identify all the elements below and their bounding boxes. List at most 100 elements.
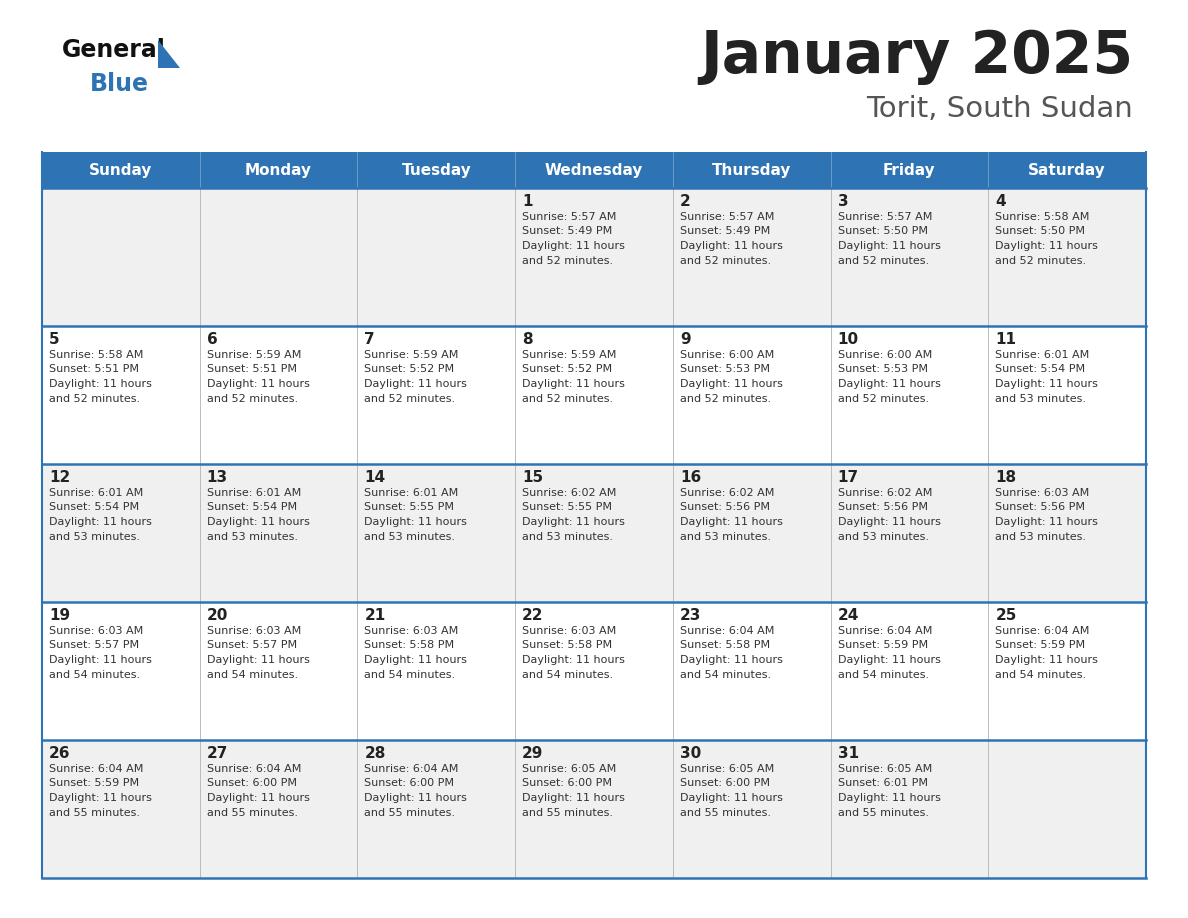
Text: Torit, South Sudan: Torit, South Sudan bbox=[866, 95, 1133, 123]
Text: Sunrise: 6:03 AM: Sunrise: 6:03 AM bbox=[207, 626, 301, 636]
Text: 5: 5 bbox=[49, 332, 59, 347]
Text: Daylight: 11 hours: Daylight: 11 hours bbox=[680, 517, 783, 527]
Bar bbox=[42, 188, 1146, 326]
Text: Friday: Friday bbox=[883, 162, 936, 177]
Text: 6: 6 bbox=[207, 332, 217, 347]
Text: and 52 minutes.: and 52 minutes. bbox=[207, 394, 298, 404]
Text: Daylight: 11 hours: Daylight: 11 hours bbox=[207, 517, 310, 527]
Text: Sunrise: 6:01 AM: Sunrise: 6:01 AM bbox=[207, 488, 301, 498]
Text: 17: 17 bbox=[838, 470, 859, 485]
Text: and 52 minutes.: and 52 minutes. bbox=[680, 255, 771, 265]
Text: and 55 minutes.: and 55 minutes. bbox=[365, 808, 455, 818]
Text: Daylight: 11 hours: Daylight: 11 hours bbox=[996, 655, 1098, 665]
Text: and 52 minutes.: and 52 minutes. bbox=[365, 394, 455, 404]
Text: 10: 10 bbox=[838, 332, 859, 347]
Text: 31: 31 bbox=[838, 746, 859, 761]
Text: 1: 1 bbox=[523, 194, 532, 209]
Text: Sunset: 5:50 PM: Sunset: 5:50 PM bbox=[838, 227, 928, 237]
Text: 28: 28 bbox=[365, 746, 386, 761]
Text: Daylight: 11 hours: Daylight: 11 hours bbox=[49, 379, 152, 389]
Text: Sunrise: 6:04 AM: Sunrise: 6:04 AM bbox=[838, 626, 931, 636]
Text: 26: 26 bbox=[49, 746, 70, 761]
Text: Sunset: 5:59 PM: Sunset: 5:59 PM bbox=[996, 641, 1086, 651]
Text: and 53 minutes.: and 53 minutes. bbox=[523, 532, 613, 542]
Text: Sunrise: 6:01 AM: Sunrise: 6:01 AM bbox=[996, 350, 1089, 360]
Text: Sunset: 5:58 PM: Sunset: 5:58 PM bbox=[523, 641, 612, 651]
Text: 29: 29 bbox=[523, 746, 544, 761]
Text: and 54 minutes.: and 54 minutes. bbox=[680, 669, 771, 679]
Text: Daylight: 11 hours: Daylight: 11 hours bbox=[838, 517, 941, 527]
Text: and 54 minutes.: and 54 minutes. bbox=[365, 669, 455, 679]
Text: 27: 27 bbox=[207, 746, 228, 761]
Text: Sunset: 5:49 PM: Sunset: 5:49 PM bbox=[523, 227, 612, 237]
Text: Sunrise: 6:02 AM: Sunrise: 6:02 AM bbox=[838, 488, 931, 498]
Text: Sunrise: 5:57 AM: Sunrise: 5:57 AM bbox=[838, 212, 931, 222]
Text: and 53 minutes.: and 53 minutes. bbox=[996, 394, 1086, 404]
Text: Sunset: 5:52 PM: Sunset: 5:52 PM bbox=[365, 364, 455, 375]
Text: Sunrise: 6:00 AM: Sunrise: 6:00 AM bbox=[680, 350, 775, 360]
Text: and 53 minutes.: and 53 minutes. bbox=[680, 532, 771, 542]
Text: Sunrise: 6:00 AM: Sunrise: 6:00 AM bbox=[838, 350, 931, 360]
Polygon shape bbox=[158, 40, 181, 68]
Bar bbox=[42, 152, 1146, 188]
Text: Sunset: 5:58 PM: Sunset: 5:58 PM bbox=[365, 641, 455, 651]
Text: Sunset: 5:59 PM: Sunset: 5:59 PM bbox=[838, 641, 928, 651]
Text: Sunrise: 6:02 AM: Sunrise: 6:02 AM bbox=[523, 488, 617, 498]
Text: 21: 21 bbox=[365, 608, 386, 623]
Text: Sunset: 5:56 PM: Sunset: 5:56 PM bbox=[838, 502, 928, 512]
Bar bbox=[42, 602, 1146, 740]
Text: Tuesday: Tuesday bbox=[402, 162, 472, 177]
Text: Sunset: 5:57 PM: Sunset: 5:57 PM bbox=[49, 641, 139, 651]
Text: and 53 minutes.: and 53 minutes. bbox=[838, 532, 929, 542]
Text: and 55 minutes.: and 55 minutes. bbox=[680, 808, 771, 818]
Text: Daylight: 11 hours: Daylight: 11 hours bbox=[523, 379, 625, 389]
Text: 2: 2 bbox=[680, 194, 690, 209]
Text: and 55 minutes.: and 55 minutes. bbox=[523, 808, 613, 818]
Text: Sunrise: 6:04 AM: Sunrise: 6:04 AM bbox=[996, 626, 1089, 636]
Text: Daylight: 11 hours: Daylight: 11 hours bbox=[49, 517, 152, 527]
Text: Sunrise: 5:57 AM: Sunrise: 5:57 AM bbox=[523, 212, 617, 222]
Text: Sunset: 5:57 PM: Sunset: 5:57 PM bbox=[207, 641, 297, 651]
Text: 9: 9 bbox=[680, 332, 690, 347]
Text: and 54 minutes.: and 54 minutes. bbox=[207, 669, 298, 679]
Text: Sunset: 6:00 PM: Sunset: 6:00 PM bbox=[365, 778, 455, 789]
Text: Daylight: 11 hours: Daylight: 11 hours bbox=[365, 517, 467, 527]
Text: and 54 minutes.: and 54 minutes. bbox=[996, 669, 1086, 679]
Text: and 52 minutes.: and 52 minutes. bbox=[838, 255, 929, 265]
Text: Sunset: 5:52 PM: Sunset: 5:52 PM bbox=[523, 364, 612, 375]
Text: Sunrise: 6:04 AM: Sunrise: 6:04 AM bbox=[365, 764, 459, 774]
Text: and 54 minutes.: and 54 minutes. bbox=[523, 669, 613, 679]
Text: 22: 22 bbox=[523, 608, 544, 623]
Text: 24: 24 bbox=[838, 608, 859, 623]
Text: Daylight: 11 hours: Daylight: 11 hours bbox=[49, 655, 152, 665]
Bar bbox=[42, 326, 1146, 464]
Text: and 52 minutes.: and 52 minutes. bbox=[680, 394, 771, 404]
Text: Sunrise: 5:59 AM: Sunrise: 5:59 AM bbox=[523, 350, 617, 360]
Text: and 52 minutes.: and 52 minutes. bbox=[523, 394, 613, 404]
Text: Blue: Blue bbox=[90, 72, 148, 96]
Text: Sunrise: 6:05 AM: Sunrise: 6:05 AM bbox=[838, 764, 931, 774]
Text: Daylight: 11 hours: Daylight: 11 hours bbox=[523, 517, 625, 527]
Text: 3: 3 bbox=[838, 194, 848, 209]
Text: Sunset: 5:53 PM: Sunset: 5:53 PM bbox=[838, 364, 928, 375]
Text: Daylight: 11 hours: Daylight: 11 hours bbox=[49, 793, 152, 803]
Text: Sunset: 6:00 PM: Sunset: 6:00 PM bbox=[680, 778, 770, 789]
Text: Sunrise: 6:04 AM: Sunrise: 6:04 AM bbox=[49, 764, 144, 774]
Text: Daylight: 11 hours: Daylight: 11 hours bbox=[680, 793, 783, 803]
Text: Sunset: 5:59 PM: Sunset: 5:59 PM bbox=[49, 778, 139, 789]
Text: Sunrise: 6:03 AM: Sunrise: 6:03 AM bbox=[49, 626, 144, 636]
Text: Sunrise: 6:03 AM: Sunrise: 6:03 AM bbox=[365, 626, 459, 636]
Text: Sunset: 5:49 PM: Sunset: 5:49 PM bbox=[680, 227, 770, 237]
Text: and 55 minutes.: and 55 minutes. bbox=[207, 808, 298, 818]
Text: Daylight: 11 hours: Daylight: 11 hours bbox=[365, 655, 467, 665]
Text: Daylight: 11 hours: Daylight: 11 hours bbox=[996, 379, 1098, 389]
Text: Daylight: 11 hours: Daylight: 11 hours bbox=[207, 655, 310, 665]
Text: Daylight: 11 hours: Daylight: 11 hours bbox=[996, 241, 1098, 251]
Text: Daylight: 11 hours: Daylight: 11 hours bbox=[207, 793, 310, 803]
Text: Thursday: Thursday bbox=[712, 162, 791, 177]
Text: Sunset: 5:50 PM: Sunset: 5:50 PM bbox=[996, 227, 1086, 237]
Text: Sunset: 5:56 PM: Sunset: 5:56 PM bbox=[680, 502, 770, 512]
Text: and 52 minutes.: and 52 minutes. bbox=[523, 255, 613, 265]
Text: and 55 minutes.: and 55 minutes. bbox=[49, 808, 140, 818]
Text: Sunset: 6:00 PM: Sunset: 6:00 PM bbox=[207, 778, 297, 789]
